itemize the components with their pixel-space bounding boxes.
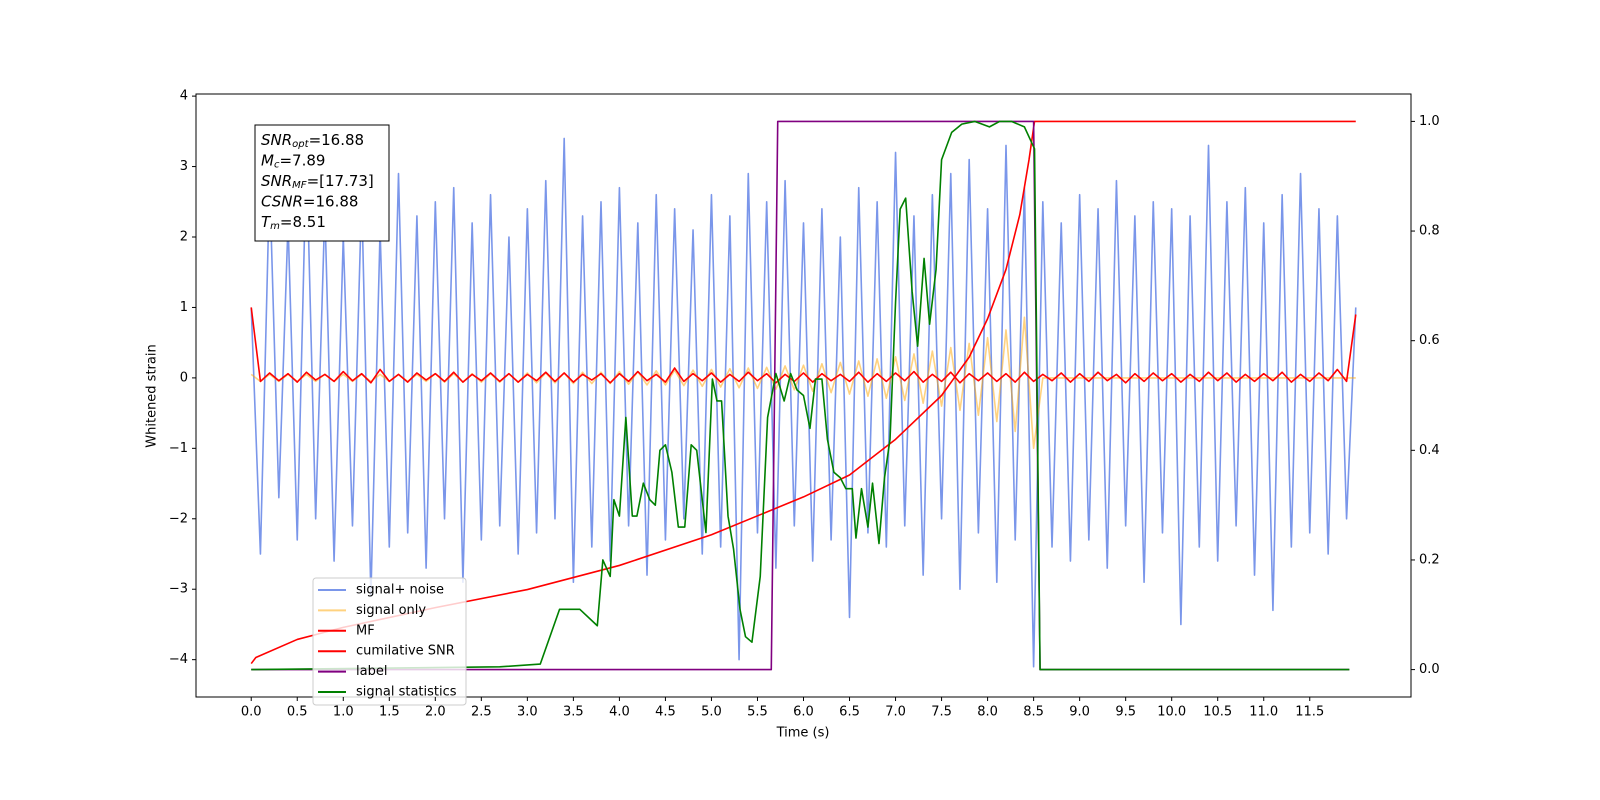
y-tick-label: 1 [180, 300, 188, 315]
x-tick-label: 3.5 [563, 705, 584, 720]
x-tick-label: 6.5 [839, 705, 860, 720]
x-tick-label: 0.0 [241, 705, 262, 720]
x-tick-label: 3.0 [517, 705, 538, 720]
annotation-line: CSNR=16.88 [261, 192, 358, 210]
x-tick-label: 11.5 [1295, 705, 1324, 720]
annotation-symbol: CSNR [261, 192, 303, 210]
x-tick-label: 7.5 [931, 705, 952, 720]
x-tick-label: 10.5 [1203, 705, 1232, 720]
x-tick-label: 1.5 [379, 705, 400, 720]
y2-tick-label: 0.4 [1419, 443, 1440, 458]
y-tick-label: 0 [180, 370, 188, 385]
y-tick-label: −3 [169, 582, 188, 597]
annotation-value: =7.89 [279, 151, 325, 169]
x-tick-label: 1.0 [333, 705, 354, 720]
y-tick-label: −4 [169, 652, 188, 667]
legend-label: signal only [356, 603, 426, 618]
x-tick-label: 9.0 [1069, 705, 1090, 720]
annotation-symbol: M [261, 151, 274, 169]
x-tick-label: 9.5 [1115, 705, 1136, 720]
legend-label: label [356, 664, 387, 679]
y2-tick-label: 0.0 [1419, 662, 1440, 677]
annotation-box: SNRopt=16.88Mc=7.89SNRMF=[17.73]CSNR=16.… [254, 124, 390, 242]
x-tick-label: 2.5 [471, 705, 492, 720]
annotation-value: =16.88 [309, 131, 365, 149]
y2-tick-label: 0.2 [1419, 552, 1440, 567]
annotation-line: SNRMF=[17.73] [261, 172, 374, 192]
series-line [250, 137, 1357, 668]
y-tick-label: −1 [169, 441, 188, 456]
y-tick-label: 3 [180, 159, 188, 174]
annotation-subscript: MF [292, 180, 307, 191]
x-tick-label: 8.0 [977, 705, 998, 720]
annotation-subscript: opt [292, 139, 309, 150]
x-tick-label: 2.0 [425, 705, 446, 720]
series-line [251, 120, 1350, 671]
annotation-subscript: m [270, 221, 280, 232]
y2-tick-label: 0.8 [1419, 224, 1440, 239]
annotation-symbol: T [261, 213, 272, 231]
annotation-frame [254, 124, 390, 242]
x-tick-label: 10.0 [1157, 705, 1186, 720]
annotation-line: Mc=7.89 [261, 151, 325, 171]
y2-tick-label: 1.0 [1419, 114, 1440, 129]
y-tick-label: −2 [169, 511, 188, 526]
legend: signal+ noise signal only MF cumilative SNR… [312, 577, 467, 706]
x-tick-label: 4.5 [655, 705, 676, 720]
x-axis-label: Time (s) [776, 726, 830, 741]
annotation-subscript: c [274, 160, 280, 171]
x-tick-label: 8.5 [1023, 705, 1044, 720]
x-tick-label: 5.5 [747, 705, 768, 720]
annotation-line: SNRopt=16.88 [261, 131, 364, 151]
y-axis-label: Whitened strain [145, 344, 160, 447]
series-line [250, 307, 1357, 384]
x-tick-label: 5.0 [701, 705, 722, 720]
annotation-line: Tm=8.51 [261, 213, 326, 233]
annotation-value: =[17.73] [307, 172, 374, 190]
y-tick-label: 2 [180, 230, 188, 245]
annotation-value: =16.88 [303, 192, 359, 210]
x-tick-label: 0.5 [287, 705, 308, 720]
y-tick-label: 4 [180, 89, 188, 104]
legend-label: MF [356, 623, 375, 638]
x-tick-label: 6.0 [793, 705, 814, 720]
legend-label: signal statistics [356, 685, 457, 700]
annotation-symbol: SNR [261, 131, 292, 149]
legend-label: signal+ noise [356, 583, 444, 598]
legend-frame [312, 577, 467, 706]
x-tick-label: 7.0 [885, 705, 906, 720]
annotation-symbol: SNR [261, 172, 292, 190]
annotation-value: =8.51 [280, 213, 326, 231]
x-tick-label: 11.0 [1249, 705, 1278, 720]
x-tick-label: 4.0 [609, 705, 630, 720]
y2-tick-label: 0.6 [1419, 333, 1440, 348]
legend-label: cumilative SNR [356, 644, 455, 659]
